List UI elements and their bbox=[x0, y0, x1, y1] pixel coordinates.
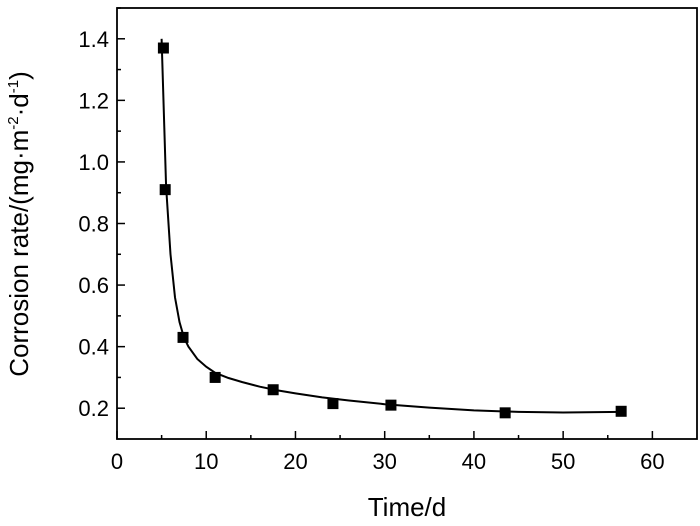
data-point bbox=[615, 405, 627, 417]
x-tick-label: 60 bbox=[640, 449, 664, 474]
data-point bbox=[209, 371, 221, 383]
x-tick-label: 40 bbox=[462, 449, 486, 474]
y-tick-label: 0.6 bbox=[78, 273, 109, 298]
x-tick-label: 10 bbox=[194, 449, 218, 474]
x-tick-label: 0 bbox=[111, 449, 123, 474]
x-tick-label: 30 bbox=[372, 449, 396, 474]
y-tick-label: 0.8 bbox=[78, 212, 109, 237]
fit-curve bbox=[160, 38, 622, 414]
y-tick-label: 1.4 bbox=[78, 27, 109, 52]
y-axis-ticks: 0.2 0.4 0.6 0.8 1.0 1.2 1.4 bbox=[78, 7, 125, 421]
plot-frame bbox=[116, 7, 698, 440]
data-point bbox=[385, 399, 397, 411]
data-point bbox=[327, 398, 339, 410]
x-tick-label: 20 bbox=[283, 449, 307, 474]
data-point bbox=[499, 407, 511, 419]
y-axis-title: Corrosion rate/(mg·m-2·d-1) bbox=[4, 71, 34, 377]
data-markers bbox=[157, 42, 627, 419]
x-tick-label: 50 bbox=[551, 449, 575, 474]
y-tick-label: 1.0 bbox=[78, 150, 109, 175]
y-tick-label: 1.2 bbox=[78, 88, 109, 113]
data-point bbox=[157, 42, 169, 54]
data-point bbox=[159, 184, 171, 196]
data-point bbox=[177, 331, 189, 343]
y-tick-label: 0.4 bbox=[78, 335, 109, 360]
data-point bbox=[267, 384, 279, 396]
y-tick-label: 0.2 bbox=[78, 396, 109, 421]
x-axis-title: Time/d bbox=[368, 492, 447, 522]
x-axis-ticks: 0 10 20 30 40 50 60 bbox=[111, 431, 665, 474]
